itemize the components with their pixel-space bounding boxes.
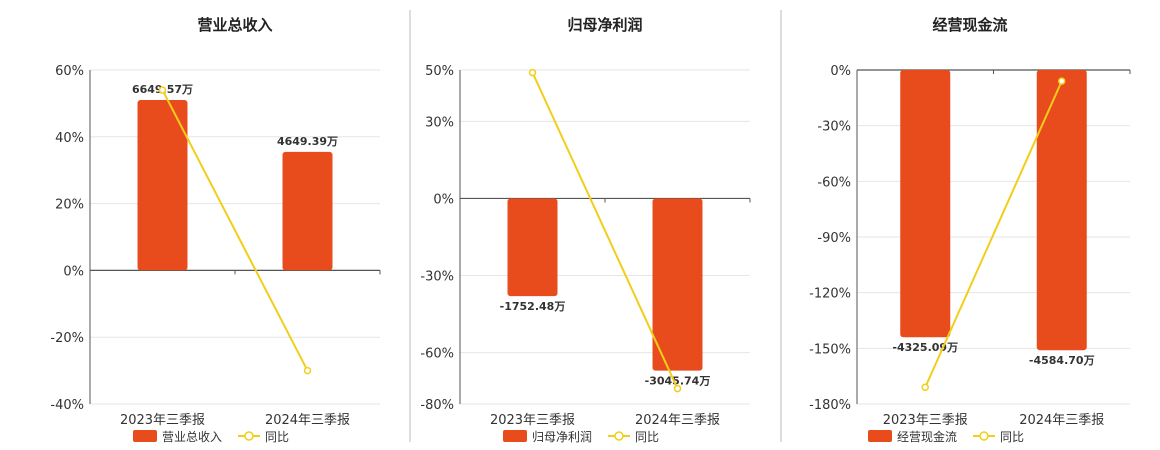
x-category-label: 2024年三季报 <box>635 413 720 428</box>
legend-bar-label: 经营现金流 <box>897 429 957 444</box>
chart-panel-2: 归母净利润 -80% -60% -30% 0% 30% 50% -1752.48万 -3045.… <box>420 16 751 444</box>
y-tick-label: -30% <box>817 120 851 135</box>
chart-title: 归母净利润 <box>567 16 642 34</box>
y-tick-label: 40% <box>55 131 84 146</box>
bar-2 <box>652 198 703 371</box>
chart-title: 经营现金流 <box>932 16 1007 34</box>
y-tick-label: -180% <box>809 398 851 413</box>
legend: 归母净利润 同比 <box>503 430 659 444</box>
y-tick-label: 0% <box>830 64 851 79</box>
yoy-point-2 <box>1058 77 1066 85</box>
bar-value-label: -4584.70万 <box>1029 354 1095 367</box>
bar-1 <box>900 70 951 338</box>
y-tick-label: -30% <box>420 270 454 285</box>
yoy-line <box>161 89 309 372</box>
legend-line-label: 同比 <box>1000 430 1024 444</box>
y-tick-label: 0% <box>433 192 454 207</box>
y-tick-label: -90% <box>817 231 851 246</box>
legend-bar-label: 归母净利润 <box>532 430 592 444</box>
y-tick-label: 20% <box>55 198 84 213</box>
bar-value-label: -1752.48万 <box>500 300 566 313</box>
legend-line-label: 同比 <box>635 430 659 444</box>
legend-bar-swatch <box>868 430 892 442</box>
yoy-point-1 <box>921 383 929 392</box>
legend-bar-label: 营业总收入 <box>162 430 222 444</box>
legend-bar-swatch <box>133 430 157 442</box>
legend-line-marker <box>614 431 624 441</box>
bar-2 <box>1036 70 1087 351</box>
yoy-point-2 <box>303 366 312 375</box>
bar-value-label: 4649.39万 <box>277 135 338 148</box>
y-tick-label: -120% <box>809 287 851 302</box>
y-tick-label: -60% <box>420 347 454 362</box>
bar-2 <box>282 151 333 271</box>
x-category-label: 2023年三季报 <box>490 413 575 428</box>
x-category-label: 2024年三季报 <box>1019 413 1104 428</box>
y-tick-label: -60% <box>817 175 851 190</box>
bar-value-label: -3045.74万 <box>645 375 711 388</box>
legend: 经营现金流 同比 <box>868 429 1024 444</box>
y-tick-label: 0% <box>63 264 84 279</box>
y-tick-label: 50% <box>425 64 454 79</box>
yoy-point-2 <box>673 384 682 393</box>
yoy-line <box>924 80 1063 388</box>
y-tick-label: -40% <box>50 398 84 413</box>
legend-line-marker <box>979 431 989 441</box>
x-category-label: 2024年三季报 <box>265 413 350 428</box>
yoy-point-1 <box>528 68 537 77</box>
legend-line-label: 同比 <box>265 430 289 444</box>
yoy-line <box>531 72 679 390</box>
legend-line-marker <box>244 431 254 441</box>
yoy-point-1 <box>158 86 167 94</box>
legend-bar-swatch <box>503 430 527 442</box>
y-tick-label: -150% <box>809 342 851 357</box>
y-tick-label: 60% <box>55 64 84 79</box>
bar-1 <box>137 100 188 271</box>
y-tick-label: -80% <box>420 398 454 413</box>
bar-value-label: -4325.09万 <box>892 341 958 354</box>
legend: 营业总收入 同比 <box>133 430 289 444</box>
x-category-label: 2023年三季报 <box>120 413 205 428</box>
bar-1 <box>507 198 558 297</box>
y-tick-label: -20% <box>50 331 84 346</box>
chart-title: 营业总收入 <box>197 16 272 34</box>
chart-panel-3: 经营现金流 -180% -150% -120% -90% -60% -30% 0% -4325.… <box>809 16 1131 444</box>
y-tick-label: 30% <box>425 115 454 130</box>
x-category-label: 2023年三季报 <box>883 413 968 428</box>
chart-panel-1: 营业总收入-40%-20%0%20%40%60%6649.57万4649.39万… <box>50 16 381 444</box>
